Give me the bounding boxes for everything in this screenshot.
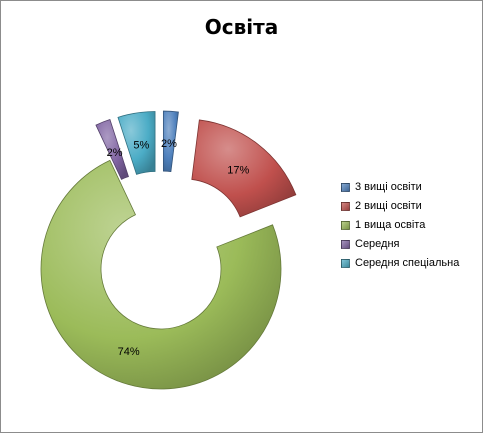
slice-3 (40, 159, 282, 390)
legend-swatch (341, 240, 350, 249)
legend-label: 2 вищі освіти (355, 200, 422, 212)
legend-label: Середня (355, 238, 400, 250)
slice-3-data-label: 74% (118, 346, 140, 358)
slice-2 (191, 119, 297, 218)
slice-1-data-label: 2% (161, 138, 177, 150)
slice-5-data-label: 5% (133, 140, 149, 152)
legend-label: 1 вища освіта (355, 219, 426, 231)
slice-4-data-label: 2% (107, 147, 123, 159)
legend-swatch (341, 202, 350, 211)
legend-swatch (341, 221, 350, 230)
slice-5 (117, 111, 156, 175)
slice-1 (162, 110, 179, 172)
slice-4 (95, 119, 129, 180)
legend-label: 3 вищі освіти (355, 181, 422, 193)
slice-2-data-label: 17% (227, 164, 249, 176)
chart-title: Освіта (204, 15, 279, 39)
legend-swatch (341, 183, 350, 192)
legend-swatch (341, 259, 350, 268)
legend-label: Середня спеціальна (355, 257, 460, 269)
